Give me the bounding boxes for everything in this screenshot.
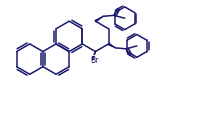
Polygon shape — [108, 43, 115, 48]
Polygon shape — [95, 16, 103, 22]
Text: Br: Br — [90, 56, 98, 65]
